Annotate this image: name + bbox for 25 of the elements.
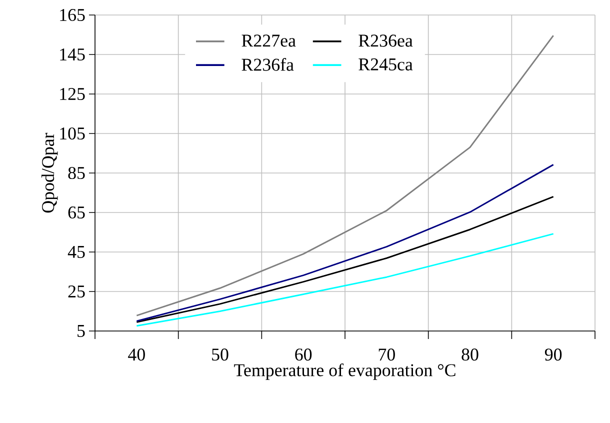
- legend-label: R236fa: [242, 58, 294, 71]
- x-tick-label: 80: [462, 348, 478, 361]
- x-tick-label: 60: [295, 348, 312, 361]
- y-tick-label: 45: [68, 246, 85, 258]
- y-tick-label: 105: [60, 127, 85, 140]
- line-series: [136, 164, 554, 322]
- y-tick-label: 145: [60, 48, 85, 60]
- legend-label: R227ea: [242, 34, 296, 47]
- x-tick-label: 70: [378, 348, 395, 361]
- y-tick-label: 125: [60, 88, 85, 100]
- legend-label: R245ca: [358, 58, 413, 70]
- y-axis-title: Qpod/Qpar: [41, 132, 58, 213]
- y-tick-label: 25: [68, 285, 85, 298]
- line-series: [136, 34, 554, 316]
- x-tick-label: 40: [128, 348, 145, 361]
- line-series: [136, 233, 554, 327]
- x-axis-title: Temperature of evaporation °C: [234, 363, 456, 380]
- y-tick-label: 65: [68, 206, 85, 219]
- x-tick-label: 50: [212, 348, 228, 361]
- legend-label: R236ea: [358, 34, 413, 47]
- y-tick-label: 85: [68, 166, 85, 180]
- x-tick-label: 90: [544, 348, 562, 361]
- y-tick-label: 5: [78, 325, 85, 337]
- y-tick-label: 165: [60, 8, 85, 22]
- line-series: [136, 196, 554, 323]
